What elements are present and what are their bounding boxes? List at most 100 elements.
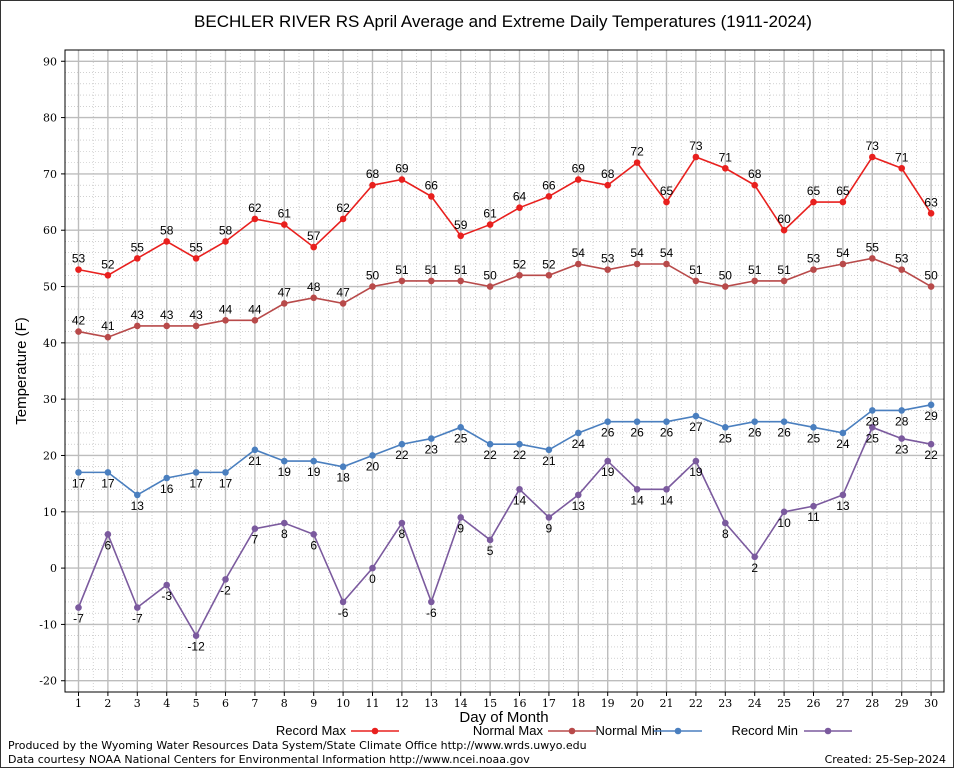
normal-max-point	[486, 283, 494, 290]
normal-min-point	[251, 446, 259, 454]
normal-max-data-label: 50	[366, 269, 380, 283]
normal-max-point	[398, 277, 406, 285]
record-max-point	[927, 210, 935, 217]
legend: Record Max Normal Max Normal Min Record Min	[276, 723, 852, 738]
normal-max-line	[78, 257, 932, 339]
normal-min-data-label: 17	[72, 476, 86, 490]
x-tick-label: 24	[748, 697, 762, 710]
record-max-data-label: 65	[807, 184, 821, 198]
record-max-point	[457, 232, 465, 240]
record-max-data-label: 53	[72, 252, 86, 266]
record-min-data-label: -6	[338, 606, 349, 620]
normal-max-data-label: 43	[189, 308, 203, 322]
record-min-data-label: 22	[924, 448, 938, 462]
normal-max-point	[810, 266, 817, 273]
record-max-data-label: 63	[924, 195, 938, 209]
y-tick-label: 10	[43, 506, 57, 519]
record-min-point	[869, 424, 876, 431]
record-max-data-label: 71	[895, 150, 909, 164]
record-min-data-label: -2	[220, 583, 231, 597]
legend-marker-normal-min	[674, 727, 682, 735]
record-min-data-label: 9	[457, 521, 464, 535]
record-max-data-label: 68	[366, 167, 380, 181]
x-tick-label: 3	[134, 697, 141, 710]
record-min-data-label: 14	[513, 493, 527, 507]
legend-marker-record-min	[824, 727, 832, 735]
normal-max-point	[428, 277, 435, 285]
record-max-point	[604, 181, 611, 189]
record-max-point	[310, 243, 318, 251]
x-tick-label: 5	[193, 697, 200, 710]
normal-min-point	[604, 418, 611, 425]
normal-max-point	[251, 317, 259, 324]
record-min-data-label: 8	[399, 527, 406, 541]
x-tick-label: 29	[895, 697, 909, 710]
normal-max-point	[104, 333, 112, 341]
x-tick-label: 21	[660, 697, 674, 710]
normal-max-point	[281, 300, 288, 307]
normal-max-data-label: 52	[513, 257, 527, 271]
normal-max-point	[927, 283, 935, 290]
record-max-data-label: 58	[219, 223, 233, 237]
normal-max-data-label: 47	[336, 285, 350, 299]
normal-min-point	[516, 440, 523, 448]
record-max-data-label: 55	[189, 240, 203, 254]
normal-max-point	[692, 277, 700, 285]
record-min-data-label: 0	[369, 572, 376, 586]
normal-min-point	[722, 424, 729, 431]
record-max-point	[633, 159, 641, 166]
x-tick-label: 20	[630, 697, 644, 710]
y-tick-label: 40	[43, 337, 57, 350]
x-tick-label: 15	[483, 697, 497, 710]
normal-max-point	[457, 277, 465, 285]
normal-max-data-label: 51	[425, 263, 439, 277]
record-max-data-label: 59	[454, 218, 468, 232]
normal-max-point	[633, 260, 641, 268]
record-max-data-label: 65	[836, 184, 850, 198]
record-max-data-label: 64	[513, 190, 527, 204]
normal-min-point	[192, 469, 200, 476]
normal-min-data-label: 25	[807, 431, 821, 445]
record-max-point	[869, 153, 876, 161]
record-max-data-label: 57	[307, 229, 321, 243]
record-max-data-label: 62	[336, 201, 350, 215]
x-tick-label: 22	[689, 697, 703, 710]
normal-min-data-label: 19	[307, 465, 321, 479]
normal-max-point	[663, 260, 670, 268]
normal-max-data-label: 50	[483, 269, 497, 283]
y-tick-label: 50	[43, 281, 57, 294]
record-max-point	[692, 153, 700, 161]
normal-max-point	[222, 317, 229, 324]
y-tick-label: 70	[43, 168, 57, 181]
record-max-point	[281, 221, 288, 228]
normal-min-data-label: 26	[777, 426, 791, 440]
record-max-data-label: 66	[425, 178, 439, 192]
legend-label-normal-min: Normal Min	[596, 723, 662, 738]
normal-min-point	[281, 457, 288, 465]
normal-min-point	[810, 424, 817, 431]
normal-max-data-label: 52	[542, 257, 556, 271]
record-min-data-label: 8	[281, 527, 288, 541]
record-max-data-label: 73	[689, 139, 703, 153]
x-tick-label: 25	[777, 697, 791, 710]
record-max-point	[486, 221, 494, 228]
y-tick-label: 80	[43, 112, 57, 125]
record-min-point	[722, 519, 729, 527]
record-max-data-label: 61	[278, 207, 292, 221]
normal-min-point	[927, 401, 935, 409]
x-tick-label: 4	[163, 697, 170, 710]
legend-marker-record-max	[371, 727, 379, 735]
record-min-data-label: 11	[807, 510, 820, 524]
normal-min-data-label: 24	[572, 437, 586, 451]
normal-min-point	[869, 407, 876, 414]
record-min-point	[486, 536, 494, 544]
record-min-line	[77, 426, 932, 638]
normal-min-point	[663, 418, 670, 425]
record-min-data-label: 5	[487, 544, 494, 558]
normal-min-point	[310, 457, 318, 465]
created-date: Created: 25-Sep-2024	[824, 753, 946, 766]
record-min-data-label: -12	[187, 640, 205, 654]
normal-min-point	[751, 418, 758, 425]
record-min-point	[104, 531, 112, 538]
record-min-data-label: 23	[895, 443, 909, 457]
